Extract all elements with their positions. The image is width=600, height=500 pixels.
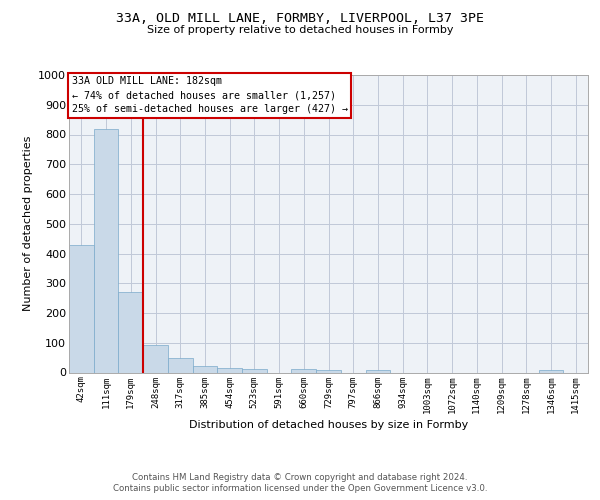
X-axis label: Distribution of detached houses by size in Formby: Distribution of detached houses by size … xyxy=(189,420,468,430)
Text: 33A, OLD MILL LANE, FORMBY, LIVERPOOL, L37 3PE: 33A, OLD MILL LANE, FORMBY, LIVERPOOL, L… xyxy=(116,12,484,26)
Y-axis label: Number of detached properties: Number of detached properties xyxy=(23,136,32,312)
Bar xyxy=(365,370,390,372)
Text: 33A OLD MILL LANE: 182sqm
← 74% of detached houses are smaller (1,257)
25% of se: 33A OLD MILL LANE: 182sqm ← 74% of detac… xyxy=(71,76,347,114)
Text: Size of property relative to detached houses in Formby: Size of property relative to detached ho… xyxy=(147,25,453,35)
Bar xyxy=(143,345,168,372)
Bar xyxy=(193,366,217,372)
Bar xyxy=(292,369,316,372)
Bar xyxy=(539,370,563,372)
Bar xyxy=(168,358,193,372)
Bar xyxy=(118,292,143,372)
Bar xyxy=(94,128,118,372)
Bar xyxy=(242,369,267,372)
Bar xyxy=(316,370,341,372)
Bar xyxy=(69,244,94,372)
Text: Contains public sector information licensed under the Open Government Licence v3: Contains public sector information licen… xyxy=(113,484,487,493)
Bar xyxy=(217,368,242,372)
Text: Contains HM Land Registry data © Crown copyright and database right 2024.: Contains HM Land Registry data © Crown c… xyxy=(132,472,468,482)
